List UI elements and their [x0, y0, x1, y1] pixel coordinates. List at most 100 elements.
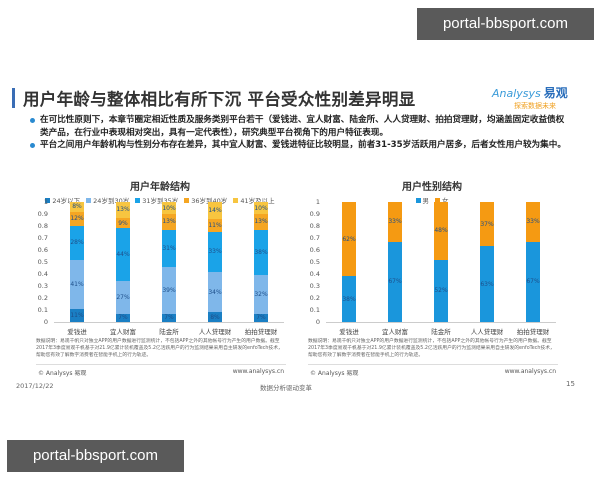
- bar-segment: 13%: [162, 214, 176, 230]
- legend-item: 36岁到40岁: [184, 195, 227, 205]
- x-tick-label: 人人贷理财: [470, 328, 504, 336]
- gender-chart-panel: 用户性别结构 男女 0 0.1 0.2 0.3 0.4 0.5 0.6 0.7 0.8 0.9 1 …: [302, 174, 562, 384]
- stacked-bar: 7% 39% 31% 13% 10%: [162, 202, 176, 322]
- footer-date: 2017/12/22: [16, 382, 54, 390]
- bar-segment: 38%: [254, 229, 268, 276]
- bar-segment: 13%: [116, 202, 130, 218]
- site-url: www.analysys.cn: [504, 368, 556, 375]
- bar-group: 38% 62% 67% 33% 52% 48% 63% 37% 67% 33%: [326, 202, 556, 322]
- y-tick-label: 1: [315, 198, 320, 206]
- x-tick-label: 拍拍贷理财: [244, 328, 278, 336]
- y-tick-label: 0.3: [309, 282, 320, 290]
- bar-segment: 63%: [480, 246, 494, 322]
- bar-segment: 27%: [116, 281, 130, 314]
- chart-title: 用户性别结构: [402, 182, 462, 193]
- stacked-bar: 11% 41% 28% 12% 8%: [70, 202, 84, 322]
- y-tick-label: 0.5: [309, 258, 320, 266]
- stacked-bar: 52% 48%: [434, 202, 448, 322]
- watermark-top: portal-bbsport.com: [417, 8, 594, 40]
- bar-segment: 7%: [116, 313, 130, 322]
- legend-swatch: [45, 197, 51, 203]
- bar-segment: 37%: [480, 202, 494, 247]
- bar-segment: 8%: [208, 312, 222, 322]
- watermark-bottom: portal-bbsport.com: [7, 440, 184, 472]
- bar-segment: 52%: [434, 259, 448, 322]
- legend-swatch: [184, 197, 190, 203]
- title-accent-bar: [12, 88, 15, 108]
- copyright-text: © Analysys 易观: [38, 370, 87, 377]
- slide: 用户年龄与整体相比有所下沉 平台受众性别差异明显 Analysys 易观 探索数据…: [0, 78, 600, 398]
- legend-item: 男: [415, 195, 429, 205]
- bar-segment: 10%: [162, 202, 176, 215]
- bar-segment: 33%: [526, 202, 540, 242]
- bar-segment: 13%: [254, 214, 268, 230]
- x-tick-label: 宜人财富: [110, 328, 136, 336]
- plot-area: 0 0.1 0.2 0.3 0.4 0.5 0.6 0.7 0.8 0.9 1 38% 62% 67% 3…: [302, 198, 562, 336]
- legend-label: 女: [442, 197, 449, 205]
- legend-label: 24岁到30岁: [93, 197, 130, 205]
- bar-segment: 14%: [208, 202, 222, 219]
- data-note: 数据说明：易观千帆只对独立APP的用户数据进行监测统计，不包括APP之外的其他帐…: [308, 339, 555, 358]
- y-tick-label: 0.9: [37, 210, 48, 218]
- stacked-bar: 38% 62%: [342, 202, 356, 322]
- legend-label: 31岁到35岁: [142, 197, 179, 205]
- x-axis-labels: 爱钱进 宜人财富 陆金所 人人贷理财 拍拍贷理财: [54, 326, 284, 336]
- y-tick-label: 0.4: [37, 270, 48, 278]
- y-tick-label: 0.8: [309, 222, 320, 230]
- legend-item: 女: [435, 195, 449, 205]
- y-axis: 0 0.1 0.2 0.3 0.4 0.5 0.6 0.7 0.8 0.9 1: [302, 198, 320, 326]
- y-tick-label: 0.6: [309, 246, 320, 254]
- x-tick-label: 陆金所: [159, 328, 179, 336]
- bar-segment: 62%: [342, 202, 356, 277]
- legend-swatch: [415, 197, 421, 203]
- y-tick-label: 0.5: [37, 258, 48, 266]
- legend-item: 41岁及以上: [233, 195, 275, 205]
- x-tick-label: 宜人财富: [382, 328, 408, 336]
- bar-segment: 48%: [434, 202, 448, 260]
- stacked-bar: 67% 33%: [526, 202, 540, 322]
- bar-segment: 12%: [70, 211, 84, 227]
- y-tick-label: 0.1: [37, 306, 48, 314]
- y-tick-label: 0.9: [309, 210, 320, 218]
- bar-segment: 44%: [116, 228, 130, 282]
- x-tick-label: 爱钱进: [67, 328, 87, 336]
- stacked-bar: 7% 32% 38% 13% 10%: [254, 202, 268, 322]
- bar-group: 11% 41% 28% 12% 8% 7% 27% 44% 9% 13% 7% 39% 31% 13% 10…: [54, 202, 284, 322]
- legend-item: 24岁到30岁: [86, 195, 129, 205]
- legend-label: 36岁到40岁: [191, 197, 228, 205]
- x-axis-line: [326, 322, 556, 323]
- bullet-item: 平台之间用户年龄机构与性别分布存在差异，其中宜人财富、爱钱进特征比较明显，前者3…: [30, 139, 570, 152]
- bar-segment: 41%: [70, 259, 84, 309]
- bar-segment: 28%: [70, 226, 84, 260]
- y-tick-label: 0.3: [37, 282, 48, 290]
- bar-segment: 67%: [526, 241, 540, 322]
- bar-segment: 7%: [162, 313, 176, 322]
- bullet-list: 在可比性原则下，本章节圈定相近性质及服务类别平台若干（爱钱进、宜人财富、陆金所、…: [30, 114, 570, 152]
- stacked-bar: 8% 34% 33% 11% 14%: [208, 202, 222, 322]
- y-tick-label: 0.4: [309, 270, 320, 278]
- bar-segment: 32%: [254, 275, 268, 314]
- legend-item: 24岁以下: [45, 195, 80, 205]
- x-tick-label: 拍拍贷理财: [516, 328, 550, 336]
- y-tick-label: 0.7: [37, 234, 48, 242]
- chart-legend: 24岁以下 24岁到30岁 31岁到35岁 36岁到40岁 41岁及以上: [30, 195, 290, 205]
- age-chart-panel: 用户年龄结构 24岁以下 24岁到30岁 31岁到35岁 36岁到40岁 41岁及以上 …: [30, 174, 290, 384]
- legend-label: 41岁及以上: [240, 197, 275, 205]
- page-title: 用户年龄与整体相比有所下沉 平台受众性别差异明显: [23, 90, 416, 109]
- page-number: 15: [566, 380, 575, 388]
- bar-segment: 67%: [388, 241, 402, 322]
- logo-tagline: 探索数据未来: [514, 102, 556, 110]
- logo-text: Analysys: [492, 87, 541, 100]
- bar-segment: 7%: [254, 313, 268, 322]
- footer-slogan: 数据分析驱动变革: [260, 384, 312, 392]
- y-tick-label: 0: [43, 318, 48, 326]
- bar-segment: 11%: [70, 308, 84, 322]
- stacked-bar: 63% 37%: [480, 202, 494, 322]
- y-tick-label: 0: [315, 318, 320, 326]
- y-tick-label: 0.2: [309, 294, 320, 302]
- bar-segment: 38%: [342, 276, 356, 322]
- bar-segment: 33%: [388, 202, 402, 242]
- chart-title: 用户年龄结构: [130, 182, 190, 193]
- bullet-item: 在可比性原则下，本章节圈定相近性质及服务类别平台若干（爱钱进、宜人财富、陆金所、…: [30, 114, 570, 139]
- legend-swatch: [86, 197, 92, 203]
